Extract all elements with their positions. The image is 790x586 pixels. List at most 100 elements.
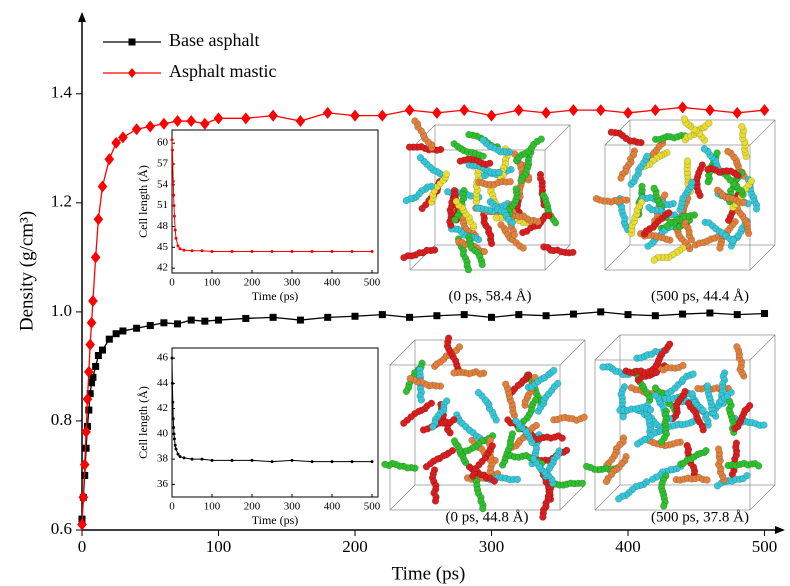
marker: [515, 311, 523, 319]
marker: [210, 249, 214, 253]
atom: [715, 445, 723, 453]
atom: [683, 157, 692, 165]
atom: [452, 197, 460, 205]
atom: [651, 391, 659, 400]
atom: [700, 145, 708, 153]
marker: [350, 460, 354, 464]
marker: [623, 106, 633, 119]
marker: [145, 120, 156, 133]
marker: [242, 314, 250, 322]
legend-marker: [128, 38, 136, 46]
marker: [85, 406, 93, 414]
atom: [680, 115, 689, 123]
y-tick-label: 0.8: [51, 410, 72, 429]
marker: [732, 106, 743, 119]
x-tick-label: 400: [615, 537, 641, 556]
atom: [724, 147, 732, 156]
marker: [295, 115, 306, 128]
cell-edge: [749, 484, 776, 511]
marker: [78, 491, 89, 504]
marker: [176, 452, 180, 456]
marker: [86, 316, 97, 329]
atom: [619, 413, 627, 421]
marker: [182, 456, 186, 460]
atom: [681, 387, 689, 396]
cell-edge: [594, 334, 621, 361]
atom: [646, 406, 655, 414]
atom: [431, 497, 440, 505]
atom: [755, 462, 763, 470]
marker: [171, 179, 175, 183]
marker: [759, 104, 770, 117]
marker: [187, 316, 195, 324]
snapshot-caption: (500 ps, 37.8 Å): [651, 509, 749, 525]
atom: [688, 390, 696, 398]
atom: [563, 446, 571, 454]
x-tick-label: 300: [479, 537, 505, 556]
marker: [706, 309, 714, 317]
marker: [173, 443, 177, 447]
x-tick-label: 0: [78, 537, 87, 556]
atom: [760, 421, 768, 429]
atom: [702, 447, 710, 455]
cell-edge: [544, 124, 571, 151]
atom: [512, 417, 520, 425]
marker: [241, 112, 251, 125]
atom: [537, 135, 545, 143]
marker: [250, 458, 254, 462]
plot-frame: [171, 129, 379, 274]
marker: [378, 311, 386, 319]
atom: [599, 363, 607, 371]
y-tick-label: 1.2: [51, 192, 72, 211]
atom: [648, 475, 657, 483]
x-tick-label: 200: [244, 277, 261, 289]
marker: [488, 313, 496, 321]
cell-edge: [604, 244, 631, 271]
atom: [743, 471, 751, 480]
atom: [704, 165, 712, 174]
cell-edge: [749, 334, 776, 361]
atom: [450, 437, 459, 445]
marker: [170, 381, 174, 385]
marker: [213, 112, 224, 125]
marker: [104, 153, 115, 166]
marker: [170, 138, 174, 142]
marker: [90, 251, 101, 264]
marker: [119, 327, 127, 335]
marker: [85, 338, 95, 351]
marker: [170, 356, 174, 360]
atom: [732, 439, 741, 447]
atom: [592, 195, 600, 203]
marker: [176, 244, 180, 248]
atom: [495, 168, 503, 177]
marker: [406, 313, 414, 321]
atom: [402, 387, 410, 395]
marker: [170, 148, 174, 152]
x-tick-label: 400: [324, 501, 341, 513]
marker: [597, 308, 605, 316]
molecular-snapshot: [582, 334, 776, 511]
marker: [377, 109, 388, 122]
marker: [330, 460, 334, 464]
marker: [171, 417, 175, 421]
legend-label: Asphalt mastic: [169, 61, 276, 81]
atom: [400, 254, 408, 262]
cell-edge: [559, 339, 586, 366]
atom: [479, 505, 487, 513]
marker: [230, 249, 234, 253]
cell-edge: [749, 244, 776, 271]
cell-box: [604, 144, 751, 271]
marker: [624, 311, 632, 319]
y-axis-label: Cell length (Å): [136, 165, 150, 238]
marker: [269, 313, 277, 321]
marker: [350, 249, 354, 253]
marker: [98, 346, 106, 354]
atom: [490, 477, 498, 485]
legend-label: Base asphalt: [169, 30, 259, 50]
marker: [174, 236, 178, 240]
atom: [402, 196, 410, 205]
atom: [688, 178, 696, 186]
y-tick-label: 38: [157, 453, 169, 465]
atom: [478, 260, 486, 269]
marker: [350, 109, 360, 122]
